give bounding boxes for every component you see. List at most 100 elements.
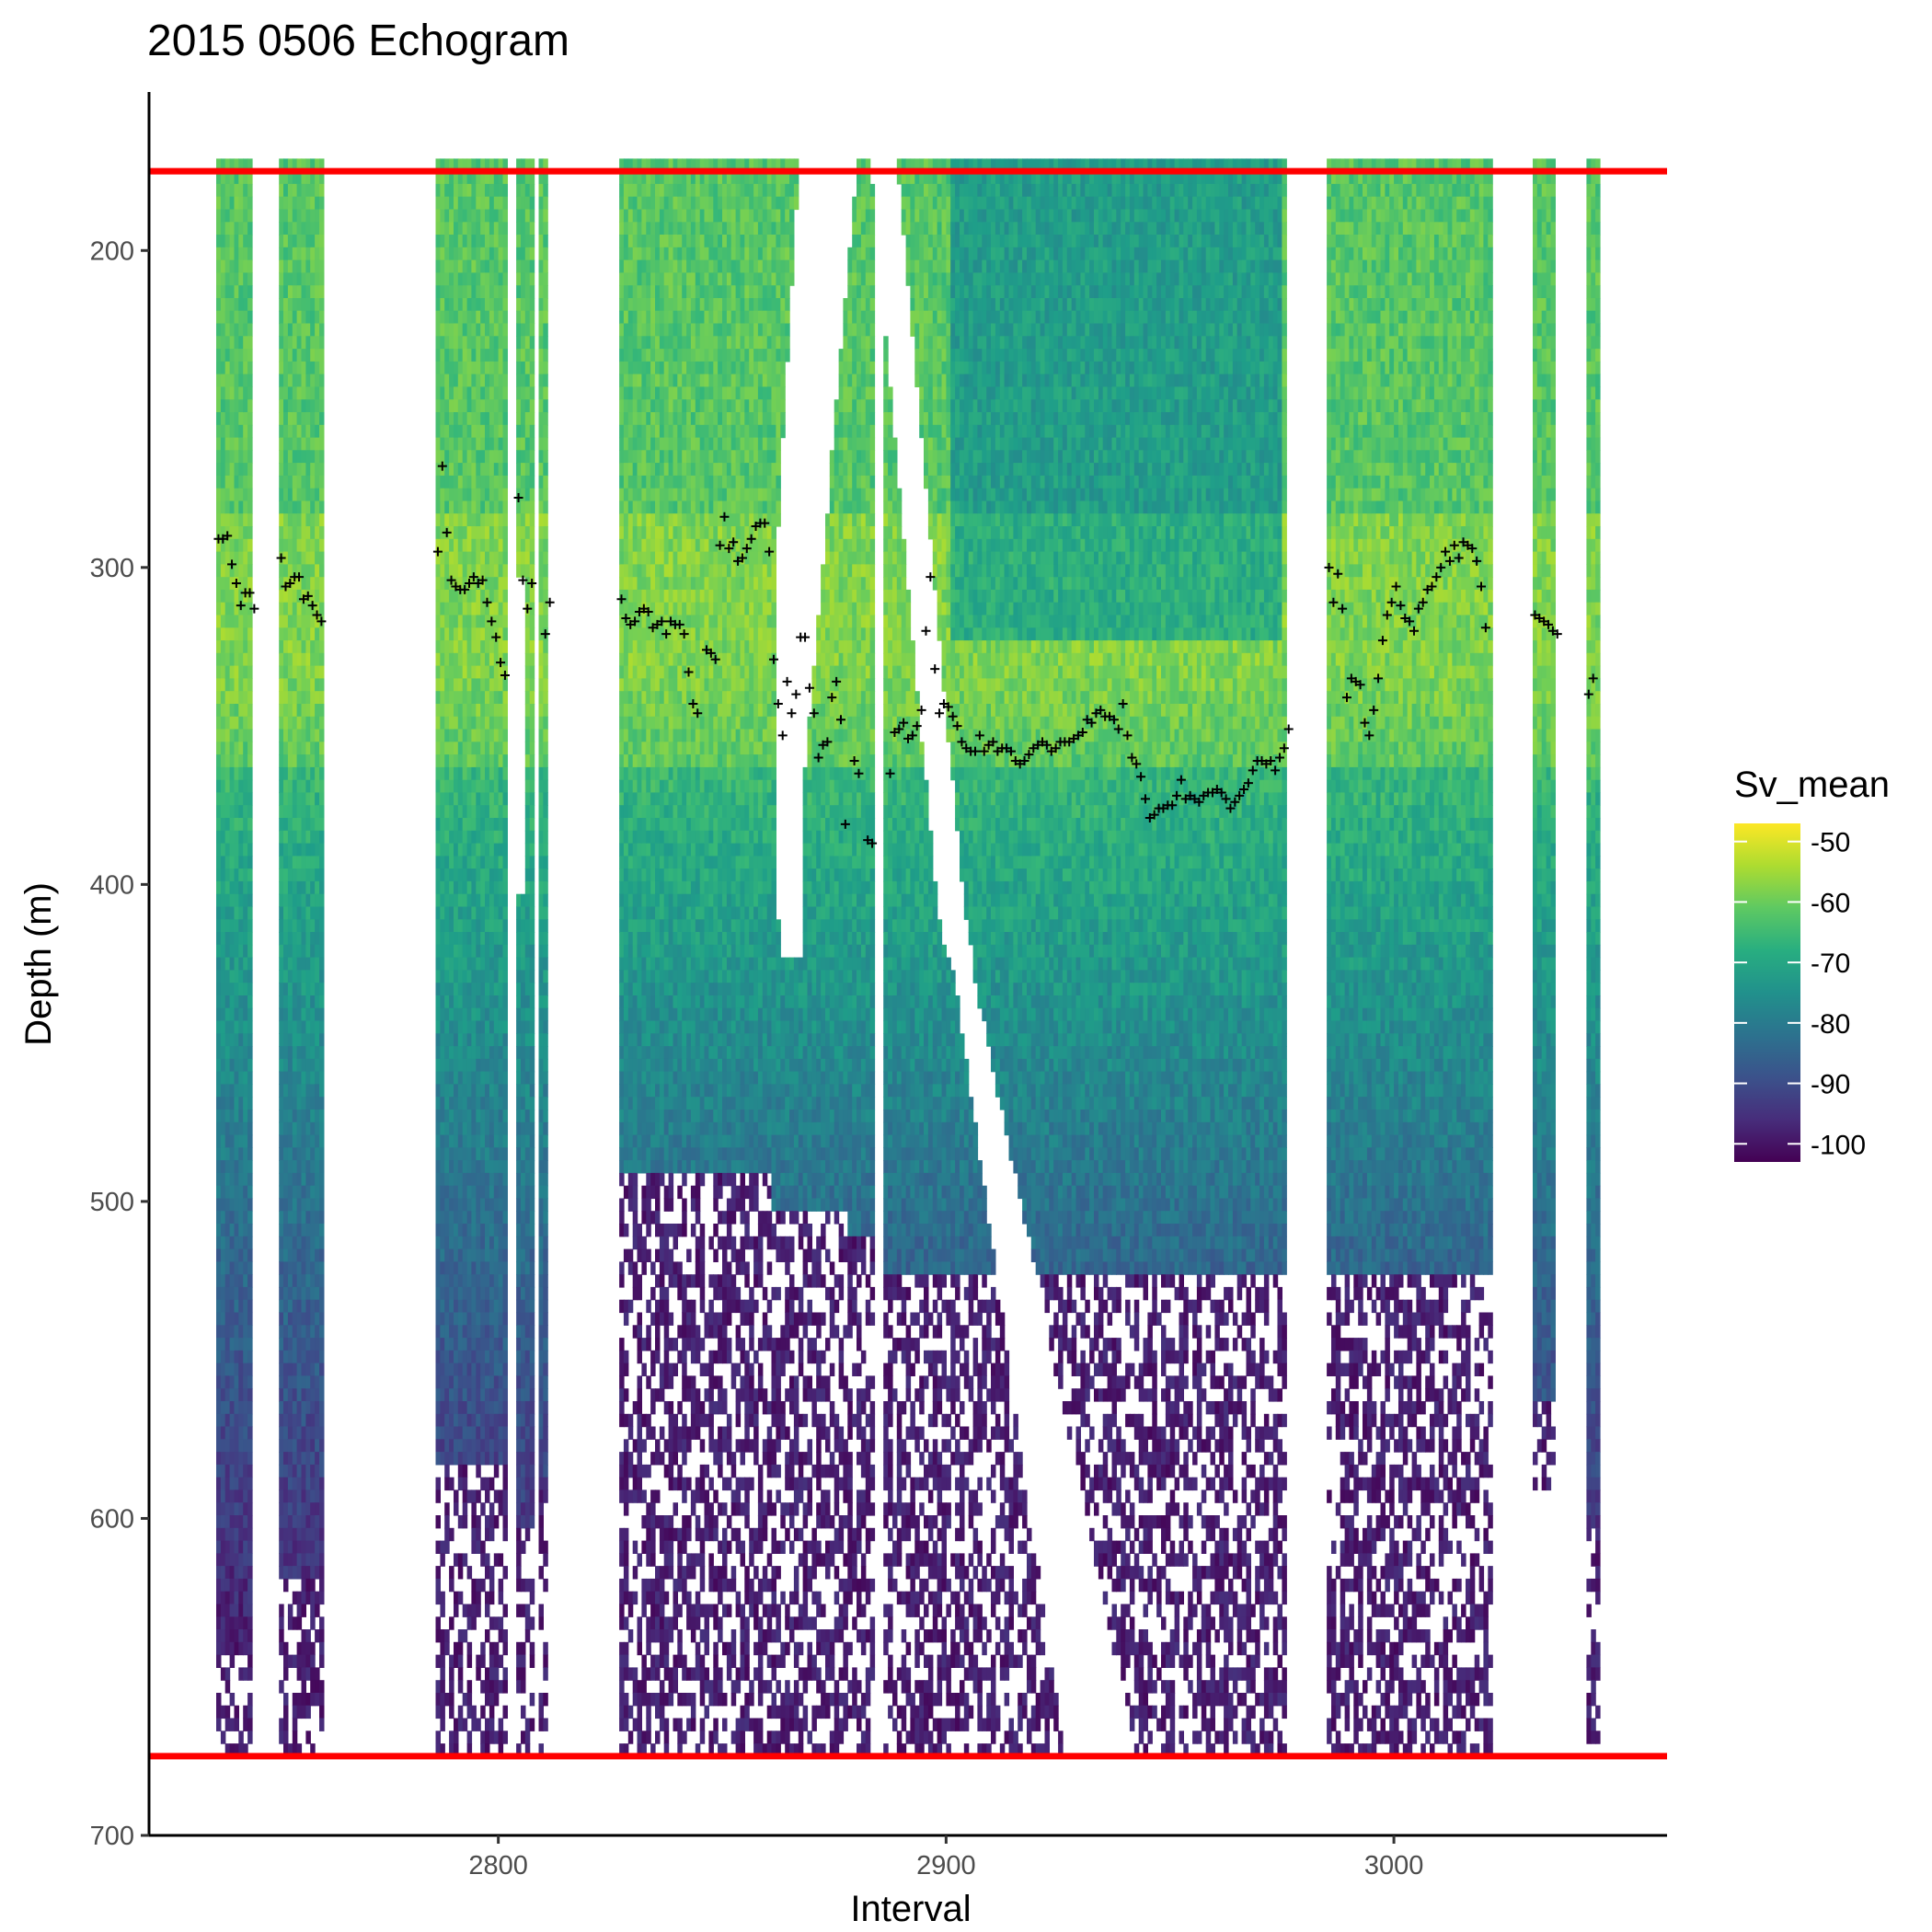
heatmap-cell: [310, 1452, 316, 1466]
heatmap-cell: [229, 589, 236, 604]
heatmap-cell: [521, 424, 526, 439]
heatmap-cell: [220, 843, 226, 857]
heatmap-cell: [476, 729, 481, 742]
heatmap-cell: [498, 183, 504, 198]
heatmap-cell: [310, 1667, 316, 1681]
heatmap-cell: [524, 323, 531, 337]
heatmap-cell: [476, 589, 481, 604]
heatmap-cell: [292, 665, 298, 679]
heatmap-cell: [220, 704, 226, 718]
heatmap-cell: [310, 1553, 316, 1567]
heatmap-cell: [305, 399, 311, 413]
heatmap-cell: [449, 1274, 454, 1288]
heatmap-cell: [440, 1147, 445, 1161]
heatmap-cell: [435, 1007, 441, 1022]
heatmap-cell: [471, 235, 477, 248]
heatmap-cell: [224, 1046, 231, 1060]
heatmap-cell: [471, 615, 477, 628]
heatmap-cell: [229, 1110, 236, 1123]
heatmap-cell: [480, 551, 486, 565]
heatmap-cell: [229, 1578, 236, 1593]
heatmap-cell: [543, 1224, 548, 1237]
heatmap-cell: [238, 1604, 244, 1617]
heatmap-cell: [315, 1084, 320, 1098]
heatmap-cell: [476, 944, 481, 959]
heatmap-cell: [305, 766, 311, 781]
heatmap-cell: [471, 564, 477, 578]
heatmap-cell: [454, 399, 459, 413]
heatmap-cell: [224, 1375, 231, 1389]
heatmap-cell: [476, 1350, 481, 1364]
heatmap-cell: [480, 488, 486, 502]
heatmap-cell: [480, 475, 486, 489]
heatmap-cell: [476, 475, 481, 489]
heatmap-cell: [521, 1084, 526, 1098]
heatmap-cell: [238, 538, 244, 553]
heatmap-cell: [493, 235, 500, 248]
heatmap-cell: [301, 577, 306, 591]
heatmap-cell: [224, 1350, 231, 1364]
heatmap-cell: [279, 691, 284, 705]
heatmap-cell: [229, 754, 236, 768]
heatmap-cell: [287, 919, 293, 933]
heatmap-cell: [627, 235, 634, 248]
heatmap-cell: [229, 1426, 236, 1440]
heatmap-cell: [279, 1718, 284, 1731]
heatmap-cell: [471, 336, 477, 350]
heatmap-cell: [305, 1020, 311, 1034]
heatmap-cell: [471, 1020, 477, 1034]
heatmap-cell: [243, 399, 248, 413]
heatmap-cell: [619, 716, 625, 730]
heatmap-cell: [623, 1439, 629, 1453]
heatmap-cell: [538, 1121, 544, 1136]
heatmap-cell: [247, 1147, 253, 1161]
heatmap-cell: [319, 577, 325, 591]
heatmap-cell: [489, 272, 495, 286]
heatmap-cell: [471, 1160, 477, 1174]
heatmap-cell: [493, 577, 500, 591]
heatmap-cell: [457, 893, 464, 908]
heatmap-cell: [493, 766, 500, 781]
heatmap-cell: [234, 1046, 239, 1060]
heatmap-cell: [279, 1261, 284, 1275]
heatmap-cell: [283, 1388, 289, 1402]
heatmap-cell: [502, 919, 508, 933]
heatmap-cell: [247, 1452, 253, 1466]
heatmap-cell: [283, 349, 289, 362]
heatmap-cell: [480, 222, 486, 236]
heatmap-cell: [220, 424, 226, 439]
heatmap-cell: [440, 564, 445, 578]
heatmap-cell: [224, 818, 231, 832]
heatmap-cell: [301, 222, 306, 236]
heatmap-cell: [498, 1426, 504, 1440]
heatmap-cell: [454, 1375, 459, 1389]
heatmap-cell: [485, 247, 490, 261]
heatmap-cell: [224, 880, 231, 895]
heatmap-cell: [435, 1363, 441, 1376]
heatmap-cell: [283, 716, 289, 730]
heatmap-cell: [292, 1705, 298, 1719]
heatmap-cell: [292, 463, 298, 477]
heatmap-cell: [623, 298, 629, 312]
heatmap-cell: [216, 247, 222, 261]
heatmap-cell: [315, 1604, 320, 1617]
heatmap-cell: [489, 463, 495, 477]
heatmap-cell: [454, 1325, 459, 1339]
heatmap-cell: [466, 665, 473, 679]
heatmap-cell: [301, 1134, 306, 1148]
heatmap-cell: [283, 1439, 289, 1453]
heatmap-cell: [457, 766, 464, 781]
heatmap-cell: [319, 171, 325, 185]
heatmap-cell: [243, 463, 248, 477]
heatmap-cell: [243, 1591, 248, 1605]
heatmap-cell: [454, 538, 459, 553]
heatmap-cell: [279, 957, 284, 971]
heatmap-cell: [435, 1299, 441, 1314]
heatmap-cell: [480, 285, 486, 299]
heatmap-cell: [619, 196, 625, 211]
heatmap-cell: [471, 1616, 477, 1630]
heatmap-cell: [498, 1058, 504, 1073]
heatmap-cell: [283, 412, 289, 426]
heatmap-cell: [538, 158, 544, 172]
heatmap-cell: [319, 1007, 325, 1022]
